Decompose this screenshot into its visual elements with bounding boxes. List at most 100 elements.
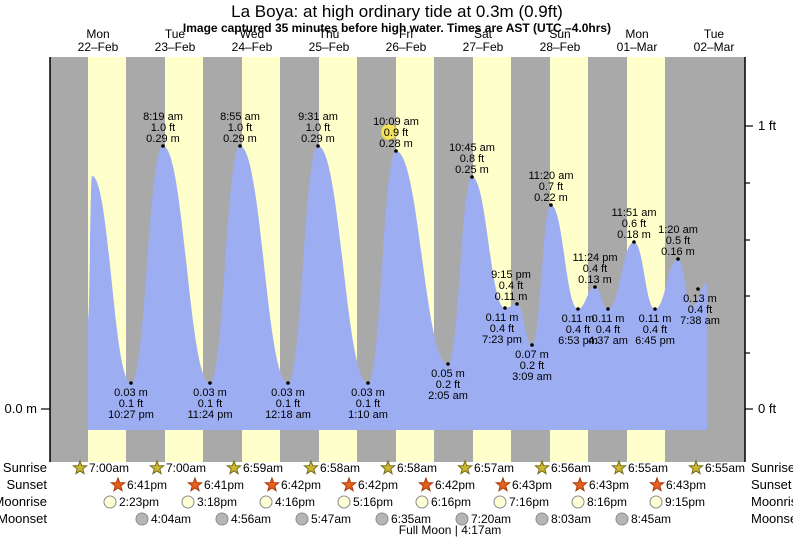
low-tide-label: 0.4 ft <box>566 324 590 336</box>
low-tide-label: 0.07 m <box>515 349 549 361</box>
high-tide-label: 1.0 ft <box>151 122 175 134</box>
sunrise-icon <box>302 459 320 475</box>
low-tide-label: 0.4 ft <box>643 324 667 336</box>
moonset-time: 8:03am <box>551 512 591 526</box>
low-tide-label: 0.03 m <box>193 387 227 399</box>
sunset-icon <box>417 476 435 492</box>
moonset-time: 6:35am <box>391 512 431 526</box>
tide-point-dot <box>286 381 290 385</box>
tide-point-dot <box>549 203 553 207</box>
low-tide-label: 0.4 ft <box>490 323 514 335</box>
high-tide-label: 11:20 am <box>528 170 573 182</box>
high-tide-label: 0.22 m <box>534 192 568 204</box>
moonrise-time: 9:15pm <box>665 495 705 509</box>
day-label: Mon 01–Mar <box>617 27 658 54</box>
low-tide-label: 0.1 ft <box>198 398 222 410</box>
tide-point-dot <box>446 362 450 366</box>
high-tide-label: 9:31 am <box>298 111 338 123</box>
high-tide-label: 0.29 m <box>301 133 335 145</box>
tide-point-dot <box>696 287 700 291</box>
low-tide-label: 0.2 ft <box>520 360 544 372</box>
low-tide-label: 0.03 m <box>114 387 148 399</box>
sunset-time: 6:43pm <box>589 478 629 492</box>
moonset-icon <box>535 512 549 526</box>
sunset-icon <box>109 476 127 492</box>
sunset-icon <box>186 476 204 492</box>
high-tide-label: 0.4 ft <box>583 263 607 275</box>
day-label: Sun 28–Feb <box>540 27 581 54</box>
sunrise-icon <box>533 459 551 475</box>
high-tide-label: 0.7 ft <box>539 181 563 193</box>
legend-row-label-right: Sunrise <box>751 460 793 475</box>
tide-point-dot <box>208 381 212 385</box>
sunrise-icon <box>687 459 705 475</box>
high-tide-label: 8:19 am <box>143 111 183 123</box>
sunrise-icon <box>148 459 166 475</box>
sunrise-time: 6:59am <box>243 461 283 475</box>
high-tide-label: 0.4 ft <box>499 280 523 292</box>
low-tide-label: 0.1 ft <box>356 398 380 410</box>
legend-row-label-right: Sunset <box>751 477 792 492</box>
moonrise-time: 7:16pm <box>509 495 549 509</box>
high-tide-label: 1.0 ft <box>306 122 330 134</box>
high-tide-label: 0.6 ft <box>622 218 646 230</box>
tide-point-dot <box>394 149 398 153</box>
sunset-time: 6:43pm <box>512 478 552 492</box>
moonset-time: 4:56am <box>231 512 271 526</box>
moonrise-time: 8:16pm <box>587 495 627 509</box>
sunset-time: 6:42pm <box>435 478 475 492</box>
day-labels: Mon 22–Feb Tue 23–Feb Wed 24–Feb Thu 25–Feb Fri 2… <box>78 27 735 54</box>
day-label: Thu 25–Feb <box>309 27 350 54</box>
low-tide-label: 11:24 pm <box>187 409 232 421</box>
tide-point-dot <box>316 144 320 148</box>
tide-point-dot <box>593 285 597 289</box>
legend-row-label-left: Sunrise <box>3 460 47 475</box>
tide-point-dot <box>503 306 507 310</box>
tide-curve <box>88 146 707 430</box>
low-tide-label: 0.4 ft <box>688 304 712 316</box>
low-tide-label: 7:23 pm <box>482 334 522 346</box>
high-tide-label: 0.29 m <box>223 133 257 145</box>
high-tide-label: 1.0 ft <box>228 122 252 134</box>
low-tide-label: 10:27 pm <box>108 409 154 421</box>
sunrise-time: 6:56am <box>551 461 591 475</box>
tide-point-dot <box>653 307 657 311</box>
moonset-icon <box>295 512 309 526</box>
moonset-icon <box>215 512 229 526</box>
low-tide-label: 0.13 m <box>683 293 717 305</box>
sunset-icon <box>340 476 358 492</box>
sunrise-icon <box>610 459 628 475</box>
high-tide-label: 0.8 ft <box>460 153 484 165</box>
sunrise-icon <box>71 459 89 475</box>
high-tide-label: 0.5 ft <box>666 235 690 247</box>
sunrise-time: 7:00am <box>89 461 129 475</box>
sunrise-time: 6:57am <box>474 461 514 475</box>
sunset-time: 6:42pm <box>358 478 398 492</box>
right-axis-label: 0 ft <box>758 401 776 416</box>
high-tide-label: 0.18 m <box>617 229 651 241</box>
sunset-time: 6:42pm <box>281 478 321 492</box>
moonrise-icon <box>415 495 429 509</box>
high-tide-label: 0.9 ft <box>384 127 408 139</box>
moonrise-time: 5:16pm <box>353 495 393 509</box>
tide-curve-area <box>88 146 707 430</box>
chart-subtitle: Image captured 35 minutes before high wa… <box>183 21 611 35</box>
sunrise-time: 6:58am <box>320 461 360 475</box>
high-tide-label: 0.13 m <box>578 274 612 286</box>
low-tide-label: 0.11 m <box>639 313 672 325</box>
legend-row-label-right: Moonrise <box>751 494 793 509</box>
day-label: Fri 26–Feb <box>386 27 427 54</box>
low-tide-label: 1:10 am <box>348 409 388 421</box>
legend-row-label-left: Moonrise <box>0 494 47 509</box>
high-tide-label: 0.11 m <box>495 291 528 303</box>
moonset-time: 7:20am <box>471 512 511 526</box>
moonset-time: 4:04am <box>151 512 191 526</box>
sunrise-icon <box>456 459 474 475</box>
low-tide-label: 0.03 m <box>351 387 385 399</box>
low-tide-label: 0.1 ft <box>119 398 143 410</box>
day-label: Tue 23–Feb <box>155 27 196 54</box>
sunset-time: 6:41pm <box>127 478 167 492</box>
tide-point-dot <box>470 175 474 179</box>
axes: 0.0 m 1 ft 0 ft <box>4 57 776 462</box>
